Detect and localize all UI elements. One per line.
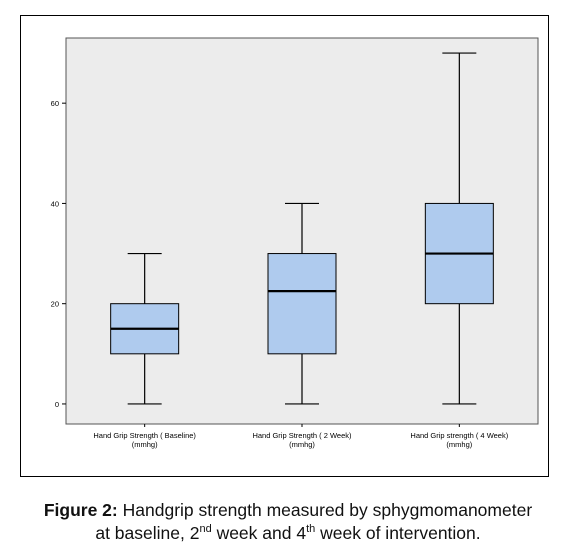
y-tick-label-3: 60 [51,99,59,108]
caption-line2-b: week and 4 [211,523,307,543]
caption-label: Figure 2: [43,500,118,520]
chart-frame: 0 20 40 60 Hand Grip Strength ( Baseline) (mm… [20,15,549,477]
caption-sup-nd: nd [199,523,212,536]
x-tick-label-1-1: (mmhg) [289,440,315,449]
caption-line1: Handgrip strength measured by sphygmoman… [122,500,533,520]
figure-caption: Figure 2: Handgrip strength measured by … [12,499,564,545]
y-tick-label-2: 40 [51,199,59,208]
x-tick-label-2-1: (mmhg) [446,440,472,449]
y-tick-label-0: 0 [55,400,59,409]
x-tick-label-2-0: Hand Grip strength ( 4 Week) [410,431,508,440]
x-tick-label-1-0: Hand Grip Strength ( 2 Week) [252,431,352,440]
box-1 [267,253,337,355]
y-tick-label-1: 20 [51,300,59,309]
x-tick-label-0-1: (mmhg) [132,440,158,449]
caption-sup-th: th [306,523,316,536]
caption-line2-c: week of intervention. [315,523,481,543]
caption-line2-a: at baseline, 2 [95,523,200,543]
x-tick-label-0-0: Hand Grip Strength ( Baseline) [93,431,196,440]
